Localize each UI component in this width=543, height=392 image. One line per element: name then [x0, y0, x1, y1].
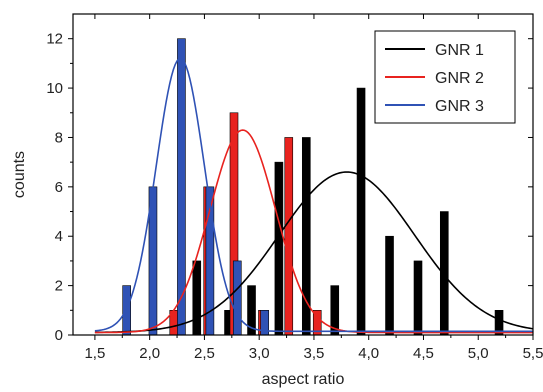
legend-label-series-3: GNR 3 [435, 98, 484, 115]
x-tick-label: 3,0 [249, 345, 270, 362]
x-tick-label: 1,5 [84, 345, 105, 362]
x-tick-label: 2,0 [139, 345, 160, 362]
y-tick-label: 4 [55, 228, 63, 245]
fit-curve-series-1 [94, 171, 534, 334]
x-axis-ticks: 1,5 2,0 2,5 3,0 3,5 4,0 4,5 5,0 5,5 [84, 14, 543, 362]
fit-curve-series-2 [94, 129, 533, 334]
legend: GNR 1 GNR 2 GNR 3 [374, 30, 516, 124]
legend-label-series-1: GNR 1 [435, 42, 484, 59]
y-tick-label: 10 [46, 80, 63, 97]
bar-series-3-1 [122, 285, 131, 336]
y-axis-ticks: 0 2 4 6 8 10 12 [46, 31, 533, 344]
y-tick-label: 6 [55, 179, 63, 196]
x-tick-label: 4,5 [413, 345, 434, 362]
bar-series-1-4 [274, 161, 284, 336]
x-tick-label: 5,0 [468, 345, 489, 362]
y-tick-label: 0 [55, 327, 63, 344]
bar-series-1-9 [413, 260, 423, 336]
bar-series-2-5 [284, 137, 294, 336]
fit-curve-series-3 [94, 57, 533, 333]
bar-series-1-1 [192, 260, 202, 336]
y-axis-title: counts [11, 151, 28, 198]
x-tick-label: 2,5 [194, 345, 215, 362]
fit-curves-layer [94, 57, 534, 334]
x-tick-label: 5,5 [523, 345, 543, 362]
y-tick-label: 8 [55, 129, 63, 146]
plot-frame [72, 13, 534, 336]
bar-series-1-8 [385, 235, 394, 336]
legend-label-series-2: GNR 2 [435, 70, 484, 87]
x-tick-label: 3,5 [304, 345, 325, 362]
bar-series-3-5 [232, 260, 242, 336]
bar-series-1-7 [356, 87, 366, 336]
bars-layer [122, 38, 504, 336]
x-axis-title: aspect ratio [262, 371, 345, 388]
y-tick-label: 2 [55, 278, 63, 295]
y-tick-label: 12 [46, 31, 63, 48]
bar-series-1-10 [439, 211, 449, 336]
x-tick-label: 4,0 [358, 345, 379, 362]
